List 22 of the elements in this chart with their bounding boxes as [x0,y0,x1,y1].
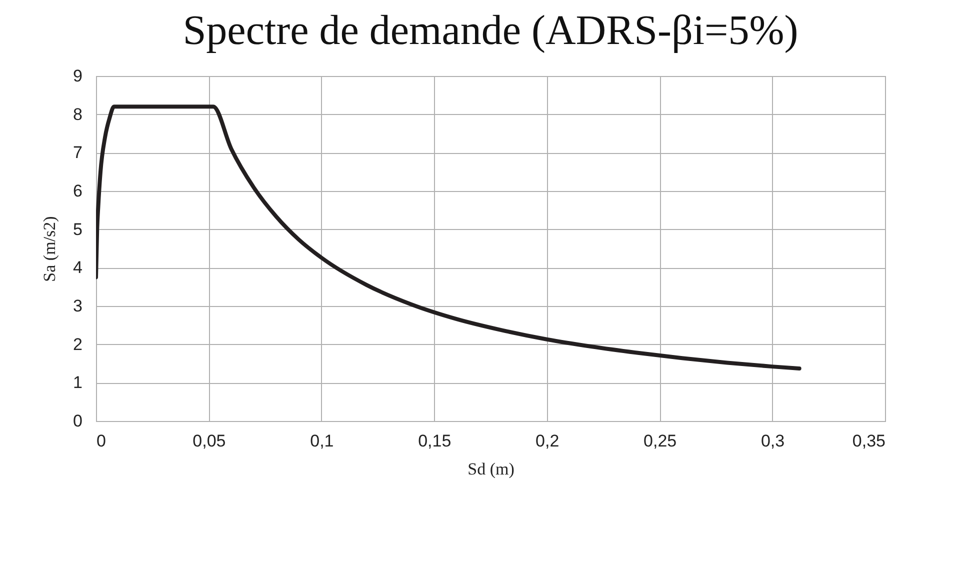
chart-title: Spectre de demande (ADRS-βi=5%) [182,8,798,54]
x-tick-label: 0,05 [192,432,226,450]
x-tick-label: 0,25 [644,432,677,450]
x-tick-label: 0,2 [536,432,560,450]
y-tick-label: 9 [73,66,82,86]
y-tick-label: 0 [73,412,82,430]
y-tick-label: 6 [73,182,82,200]
x-tick-label: 0 [96,432,106,450]
y-tick-label: 7 [73,143,82,162]
x-tick-label: 0,15 [418,432,452,450]
y-tick-label: 5 [73,220,82,239]
line-series [96,104,802,370]
y-axis-title: Sa (m/s2) [40,216,60,282]
y-tick-label: 8 [73,104,82,124]
y-tick-label: 2 [73,334,82,354]
x-tick-label: 0,35 [852,432,886,450]
x-tick-label: 0,1 [310,432,334,450]
y-tick-label: 3 [73,296,82,316]
y-tick-label: 4 [73,258,82,278]
x-axis-title: Sd (m) [468,460,514,478]
y-tick-label: 1 [73,373,82,392]
x-tick-label: 0,3 [760,432,785,450]
